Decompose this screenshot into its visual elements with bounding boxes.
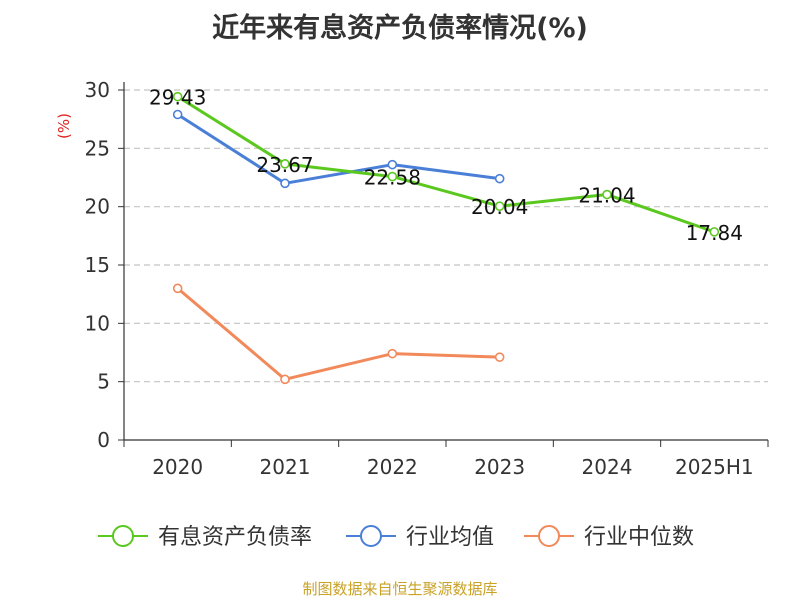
y-tick-label: 5 (97, 370, 110, 394)
y-axis-label: (%) (55, 113, 73, 139)
data-label: 17.84 (686, 221, 743, 245)
legend-item-3[interactable]: 行业中位数 (524, 525, 694, 550)
y-tick-label: 30 (85, 78, 110, 102)
chart-title: 近年来有息资产负债率情况(%) (212, 13, 588, 44)
source-note: 制图数据来自恒生聚源数据库 (302, 580, 498, 598)
data-point[interactable] (602, 189, 612, 200)
grid-lines (124, 89, 768, 383)
x-tick-label: 2023 (474, 455, 525, 479)
x-tick-label: 2025H1 (675, 455, 754, 479)
legend-circle-icon (112, 525, 134, 547)
series-lines (172, 91, 720, 385)
legend-circle-icon (538, 525, 560, 547)
y-tick-label: 10 (85, 311, 110, 335)
legend-label: 有息资产负债率 (158, 525, 312, 550)
data-point[interactable] (172, 91, 183, 102)
x-tick-label: 2024 (582, 455, 633, 479)
data-point[interactable] (280, 159, 290, 169)
data-point[interactable] (709, 227, 720, 237)
data-labels: 29.43 23.67 22.58 20.04 21.04 17.84 (149, 86, 743, 245)
data-label: 22.58 (364, 166, 421, 190)
data-point[interactable] (494, 352, 505, 362)
legend-item-1[interactable]: 有息资产负债率 (98, 525, 312, 550)
data-label: 21.04 (578, 184, 635, 208)
data-point[interactable] (280, 374, 290, 385)
x-tick-label: 2020 (152, 455, 203, 479)
data-point[interactable] (494, 173, 505, 184)
legend-label: 行业均值 (406, 525, 494, 550)
y-tick-label: 25 (85, 136, 110, 160)
data-point[interactable] (172, 109, 183, 120)
series-line-2 (176, 113, 500, 185)
data-point[interactable] (387, 159, 398, 170)
data-point[interactable] (387, 171, 398, 182)
y-tick-label: 20 (85, 195, 110, 219)
legend-label: 行业中位数 (584, 525, 694, 550)
y-tick-label: 15 (85, 253, 110, 277)
data-point[interactable] (387, 348, 398, 359)
data-point[interactable] (494, 201, 505, 211)
x-tick-label: 2021 (260, 455, 311, 479)
data-point[interactable] (280, 178, 290, 189)
x-tick-label: 2022 (367, 455, 418, 479)
legend[interactable]: 有息资产负债率 行业均值 行业中位数 (98, 525, 694, 550)
legend-item-2[interactable]: 行业均值 (346, 525, 494, 550)
data-point[interactable] (172, 283, 183, 294)
data-label: 23.67 (256, 153, 313, 177)
series-line-3 (176, 287, 500, 381)
data-label: 29.43 (149, 86, 206, 110)
y-tick-label: 0 (97, 428, 110, 452)
data-label: 20.04 (471, 195, 528, 219)
axes: 0 5 10 15 20 25 30 2020 2021 2022 2023 2024 2025H1 (85, 78, 769, 479)
legend-circle-icon (360, 525, 382, 547)
series-line-1 (176, 95, 715, 234)
